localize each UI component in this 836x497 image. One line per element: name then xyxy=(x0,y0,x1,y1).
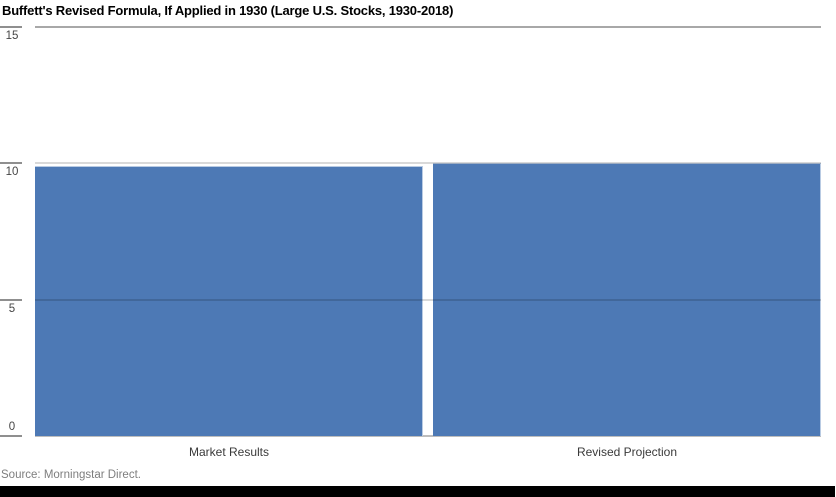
chart-title: Buffett's Revised Formula, If Applied in… xyxy=(2,3,454,18)
y-axis-label-0: 0 xyxy=(8,421,16,433)
y-axis-label-5: 5 xyxy=(8,303,16,315)
gridline-y10 xyxy=(35,162,821,164)
x-axis-baseline xyxy=(35,435,821,437)
gridline-y15 xyxy=(35,26,821,28)
gridline-y5 xyxy=(35,299,821,301)
category-label-revised-projection: Revised Projection xyxy=(576,445,678,459)
bar-market-results xyxy=(35,166,423,436)
y-axis-tick-0 xyxy=(0,435,22,437)
category-label-market-results: Market Results xyxy=(188,445,270,459)
y-axis-label-10: 10 xyxy=(5,166,19,178)
y-axis-tick-5 xyxy=(0,299,22,301)
y-axis-tick-15 xyxy=(0,26,22,28)
source-label: Source: Morningstar Direct. xyxy=(1,469,141,481)
y-axis-label-15: 15 xyxy=(5,30,19,42)
y-axis-tick-10 xyxy=(0,162,22,164)
footer-bar xyxy=(0,486,835,497)
bar-revised-projection xyxy=(433,163,821,436)
